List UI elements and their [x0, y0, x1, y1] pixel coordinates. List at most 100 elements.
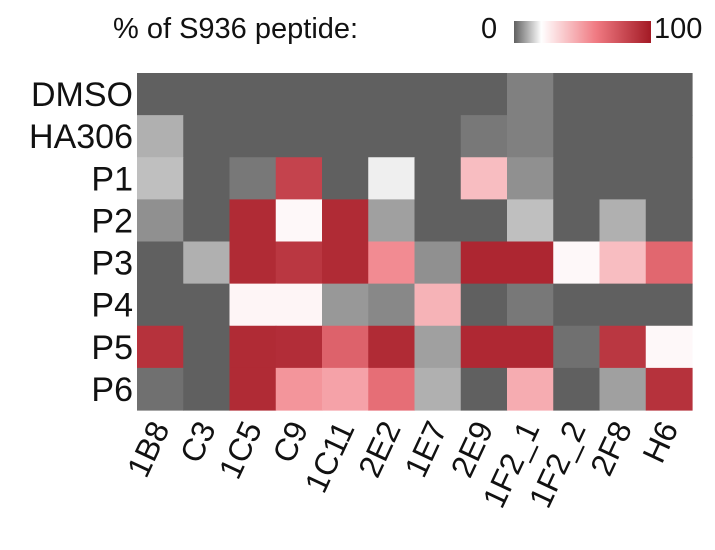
- heatmap-cell: [322, 241, 369, 285]
- row-label: HA306: [29, 118, 133, 156]
- heatmap-cell: [414, 325, 462, 369]
- heatmap-cell: [460, 367, 508, 411]
- heatmap-cell: [553, 157, 601, 200]
- heatmap-cell: [137, 157, 184, 200]
- heatmap-cell: [645, 73, 693, 116]
- heatmap-cell: [229, 367, 277, 411]
- heatmap-cell: [414, 199, 462, 243]
- heatmap-cell: [599, 157, 647, 200]
- heatmap-cell: [322, 367, 369, 411]
- heatmap-cell: [137, 283, 184, 327]
- column-label: 1C5: [212, 416, 269, 484]
- heatmap-cell: [368, 367, 416, 411]
- heatmap-cell: [275, 157, 323, 200]
- heatmap-cell: [507, 325, 554, 369]
- heatmap-cell: [599, 73, 647, 116]
- heatmap-cell: [275, 199, 323, 243]
- heatmap-cell: [322, 115, 369, 158]
- heatmap-cell: [460, 241, 508, 285]
- heatmap-cell: [275, 283, 323, 327]
- heatmap-cell: [460, 199, 508, 243]
- legend-min-label: 0: [481, 13, 497, 45]
- heatmap-cell: [322, 157, 369, 200]
- column-label: 2F8: [583, 416, 639, 481]
- row-label: P6: [91, 371, 133, 409]
- heatmap-cell: [645, 199, 693, 243]
- heatmap-cell: [229, 73, 277, 116]
- heatmap-cell: [507, 115, 554, 158]
- heatmap-cell: [645, 283, 693, 327]
- row-label: DMSO: [31, 76, 133, 114]
- heatmap-cell: [229, 325, 277, 369]
- heatmap-cell: [322, 283, 369, 327]
- heatmap-cell: [645, 367, 693, 411]
- heatmap-cell: [183, 367, 231, 411]
- heatmap-cell: [183, 73, 231, 116]
- heatmap-cell: [137, 367, 184, 411]
- heatmap-cell: [507, 283, 554, 327]
- heatmap-cell: [599, 283, 647, 327]
- row-label: P3: [91, 245, 133, 283]
- heatmap-cell: [460, 325, 508, 369]
- row-label: P1: [91, 160, 133, 198]
- legend-colorbar: [514, 21, 651, 43]
- heatmap-cell: [553, 325, 601, 369]
- heatmap-cell: [553, 283, 601, 327]
- column-label: 2E2: [351, 416, 408, 483]
- heatmap-cell: [183, 199, 231, 243]
- heatmap-cell: [414, 73, 462, 116]
- legend-title: % of S936 peptide:: [113, 13, 358, 45]
- heatmap-cell: [553, 241, 601, 285]
- heatmap-cell: [322, 73, 369, 116]
- heatmap-cell: [183, 241, 231, 285]
- heatmap-cell: [507, 199, 554, 243]
- heatmap-cell: [275, 367, 323, 411]
- heatmap-cell: [599, 325, 647, 369]
- row-labels: DMSO HA306 P1 P2 P3 P4 P5 P6: [29, 76, 133, 409]
- heatmap-cell: [275, 241, 323, 285]
- heatmap-cell: [460, 283, 508, 327]
- heatmap-cell: [507, 157, 554, 200]
- row-label: P5: [91, 329, 133, 367]
- heatmap-cells: [137, 73, 693, 411]
- heatmap-cell: [322, 325, 369, 369]
- heatmap-cell: [229, 199, 277, 243]
- heatmap-cell: [645, 115, 693, 158]
- column-label: 1B8: [120, 416, 177, 483]
- heatmap-cell: [322, 199, 369, 243]
- heatmap-cell: [275, 325, 323, 369]
- heatmap-cell: [460, 73, 508, 116]
- heatmap-cell: [229, 283, 277, 327]
- column-label: H6: [635, 416, 685, 468]
- heatmap-cell: [507, 367, 554, 411]
- heatmap-cell: [645, 325, 693, 369]
- column-label: 1E7: [397, 416, 454, 483]
- heatmap-cell: [183, 115, 231, 158]
- heatmap-cell: [414, 157, 462, 200]
- heatmap-cell: [183, 157, 231, 200]
- heatmap-cell: [553, 73, 601, 116]
- legend-max-label: 100: [654, 13, 702, 45]
- row-label: P2: [91, 202, 133, 240]
- heatmap-cell: [183, 325, 231, 369]
- heatmap-cell: [553, 115, 601, 158]
- heatmap-cell: [414, 283, 462, 327]
- heatmap-cell: [368, 115, 416, 158]
- heatmap-cell: [368, 157, 416, 200]
- heatmap-cell: [460, 157, 508, 200]
- heatmap-cell: [137, 73, 184, 116]
- heatmap-cell: [368, 241, 416, 285]
- heatmap-cell: [229, 241, 277, 285]
- heatmap-cell: [507, 73, 554, 116]
- heatmap-cell: [599, 115, 647, 158]
- heatmap-cell: [645, 157, 693, 200]
- heatmap-cell: [275, 115, 323, 158]
- heatmap-cell: [229, 115, 277, 158]
- heatmap-cell: [599, 367, 647, 411]
- heatmap-cell: [460, 115, 508, 158]
- heatmap-cell: [137, 115, 184, 158]
- heatmap-cell: [137, 241, 184, 285]
- heatmap-cell: [229, 157, 277, 200]
